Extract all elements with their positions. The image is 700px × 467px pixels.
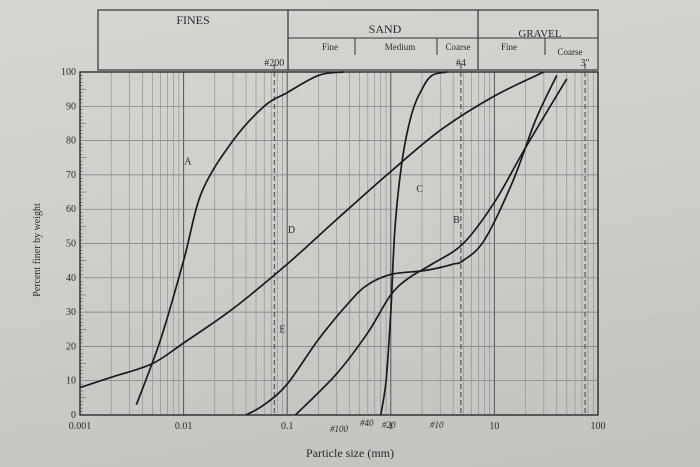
curve-label-E: E (279, 325, 285, 336)
header-gravel-coarse-label: Coarse (558, 47, 583, 57)
handwritten-no20: #20 (382, 420, 396, 430)
y-tick-label: 100 (61, 67, 76, 78)
sieve-reference-lines (273, 64, 586, 415)
x-tick-label: 10 (489, 421, 499, 432)
y-tick-label: 80 (66, 136, 76, 147)
curve-label-B: B (453, 215, 460, 226)
sieve-labels: #200 #4 3" (264, 58, 589, 69)
log-grid (79, 72, 598, 415)
handwritten-no10: #10 (430, 420, 444, 430)
sieve-label: 3" (581, 58, 590, 69)
curve-B (294, 78, 568, 416)
y-tick-label: 10 (66, 376, 76, 387)
sieve-label: #4 (456, 58, 466, 69)
handwritten-no100: #100 (330, 424, 349, 434)
curve-label-C: C (416, 184, 423, 195)
header-gravel-fine-label: Fine (501, 42, 517, 52)
curve-A (135, 71, 344, 405)
x-axis-label: Particle size (mm) (306, 446, 394, 460)
header-sand-fine-label: Fine (322, 42, 338, 52)
handwritten-no40: #40 (360, 418, 374, 428)
x-tick-label: 0.01 (175, 421, 193, 432)
curve-labels: A B C D E (184, 157, 460, 336)
soil-classification-header: FINES SAND GRAVEL Fine Medium Coarse Fin… (97, 9, 599, 71)
header-frame (97, 9, 599, 71)
y-tick-label: 50 (66, 239, 76, 250)
curve-label-A: A (184, 157, 192, 168)
y-tick-label: 90 (66, 101, 76, 112)
handwritten-annotations: #100 #40 #20 #10 (330, 418, 444, 434)
y-axis-tick-labels: 0 10 20 30 40 50 60 70 80 90 100 (61, 67, 76, 421)
y-tick-label: 60 (66, 204, 76, 215)
curve-D (79, 71, 545, 389)
header-sand-label: SAND (369, 22, 402, 36)
sieve-label: #200 (264, 58, 284, 69)
x-tick-label: 1 (388, 421, 393, 432)
y-tick-label: 40 (66, 273, 76, 284)
gradation-curves (79, 71, 568, 416)
x-tick-label: 0.1 (281, 421, 294, 432)
y-tick-label: 20 (66, 341, 76, 352)
header-fines-label: FINES (176, 13, 209, 27)
x-axis-tick-labels: 0.001 0.01 0.1 1 10 100 (69, 421, 606, 432)
y-axis-label: Percent finer by weight (32, 203, 43, 297)
y-tick-label: 30 (66, 307, 76, 318)
x-tick-label: 0.001 (69, 421, 92, 432)
curve-E (245, 75, 558, 416)
x-tick-label: 100 (591, 421, 606, 432)
header-gravel-label: GRAVEL (518, 28, 561, 40)
y-tick-label: 70 (66, 170, 76, 181)
y-tick-label: 0 (71, 410, 76, 421)
curve-label-D: D (288, 225, 295, 236)
header-sand-medium-label: Medium (385, 42, 416, 52)
header-sand-coarse-label: Coarse (446, 42, 471, 52)
curve-C (379, 71, 448, 416)
